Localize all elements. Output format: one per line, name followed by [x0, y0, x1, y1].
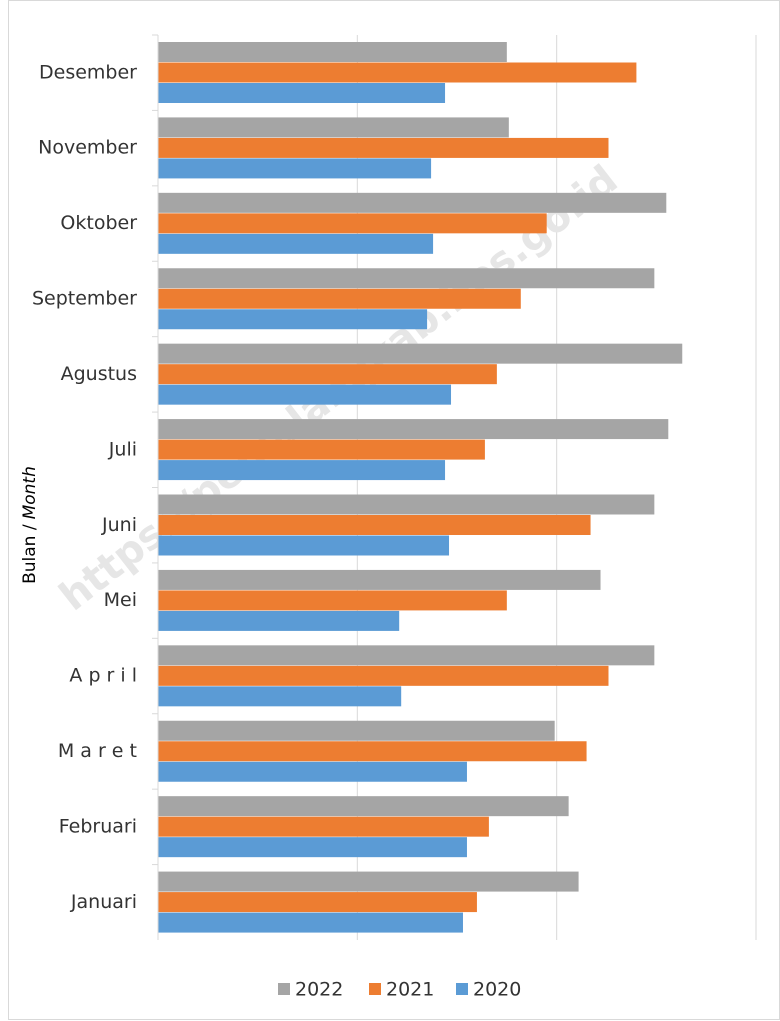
- legend-swatch: [369, 983, 381, 995]
- bar: [158, 892, 477, 913]
- bar: [158, 42, 507, 62]
- bar: [158, 117, 509, 138]
- bar: [158, 137, 609, 158]
- bar: [158, 741, 587, 762]
- y-tick-label: M a r e t: [58, 740, 137, 762]
- y-tick-label: Januari: [70, 891, 137, 913]
- bar: [158, 610, 400, 631]
- legend-label: 2020: [473, 979, 521, 1001]
- y-tick-label: Februari: [59, 815, 137, 837]
- legend-swatch: [456, 983, 468, 995]
- bar: [158, 871, 579, 892]
- bar: [158, 645, 655, 666]
- y-tick-label: September: [32, 288, 137, 310]
- bar: [158, 309, 428, 330]
- bar: [158, 343, 683, 364]
- bar: [158, 384, 452, 405]
- bar: [158, 796, 569, 817]
- y-axis-label: Bulan / Month: [20, 466, 40, 584]
- y-tick-label: Agustus: [61, 363, 137, 385]
- bar: [158, 761, 467, 782]
- bar: [158, 686, 402, 707]
- bar: [158, 439, 485, 460]
- bar: [158, 720, 555, 741]
- bar: [158, 288, 521, 309]
- y-tick-label: A p r i l: [69, 665, 137, 687]
- bar: [158, 912, 463, 933]
- bar: [158, 494, 655, 515]
- y-axis-label-italic: Month: [20, 466, 40, 519]
- bar: [158, 192, 667, 213]
- bar: [158, 460, 446, 481]
- y-tick-label: Desember: [39, 61, 137, 83]
- bar: [158, 665, 609, 686]
- y-tick-label: Juni: [101, 514, 137, 536]
- bar: [158, 837, 467, 858]
- bar: [158, 158, 432, 179]
- bar: [158, 213, 547, 234]
- y-tick-label: November: [38, 137, 137, 159]
- bar: [158, 816, 489, 837]
- bar: [158, 268, 655, 289]
- bar: [158, 419, 669, 440]
- bar: [158, 364, 497, 385]
- legend-label: 2021: [386, 979, 434, 1001]
- bar: [158, 233, 434, 254]
- bar: [158, 569, 601, 590]
- bar: [158, 515, 591, 535]
- y-tick-label: Juli: [108, 438, 137, 460]
- y-tick-label: Mei: [104, 589, 137, 611]
- bar: [158, 590, 507, 611]
- legend-swatch: [278, 983, 290, 995]
- bar: [158, 62, 637, 83]
- legend-label: 2022: [295, 979, 343, 1001]
- y-axis-label-main: Bulan /: [20, 524, 40, 584]
- y-tick-label: Oktober: [60, 212, 137, 234]
- bar: [158, 535, 450, 556]
- bar: [158, 83, 446, 103]
